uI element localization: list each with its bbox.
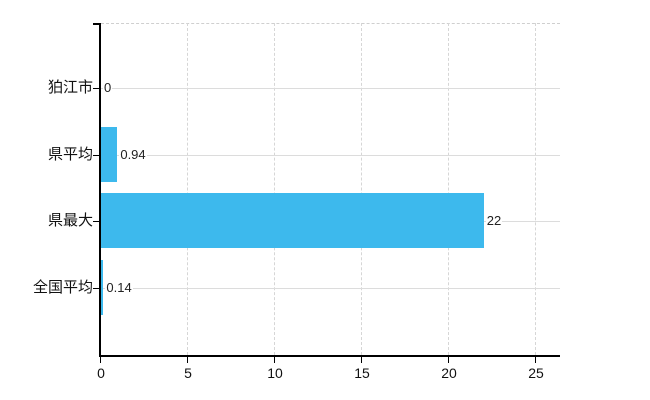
- v-gridline: [361, 23, 362, 355]
- bar-value-label: 0.14: [105, 280, 133, 296]
- x-tick-label: 20: [441, 365, 457, 381]
- bar-value-label: 22: [485, 213, 503, 229]
- x-tick-label: 25: [528, 365, 544, 381]
- x-tick-label: 15: [354, 365, 370, 381]
- x-tick-label: 5: [184, 365, 192, 381]
- bar: [101, 260, 103, 315]
- h-gridline: [101, 155, 560, 156]
- v-gridline: [274, 23, 275, 355]
- x-tick: [535, 357, 536, 363]
- category-label: 狛江市: [47, 79, 93, 96]
- v-gridline: [535, 23, 536, 355]
- x-tick: [448, 357, 449, 363]
- x-axis: [99, 355, 560, 357]
- plot-top-border: [101, 23, 560, 24]
- category-label: 全国平均: [32, 279, 93, 296]
- bar: [101, 193, 484, 248]
- h-gridline: [101, 288, 560, 289]
- y-axis: [99, 23, 101, 357]
- x-tick: [361, 357, 362, 363]
- y-tick: [93, 88, 101, 89]
- x-tick-label: 10: [267, 365, 283, 381]
- v-gridline: [187, 23, 188, 355]
- y-tick: [93, 221, 101, 222]
- y-tick: [93, 288, 101, 289]
- category-label: 県最大: [47, 212, 93, 229]
- bar: [101, 127, 117, 182]
- plot-area: [101, 23, 560, 355]
- v-gridline: [448, 23, 449, 355]
- x-tick-label: 0: [97, 365, 105, 381]
- y-axis-top-cap: [93, 23, 101, 25]
- bar-value-label: 0.94: [119, 147, 147, 163]
- x-tick: [100, 357, 101, 363]
- y-tick: [93, 155, 101, 156]
- x-tick: [274, 357, 275, 363]
- x-tick: [187, 357, 188, 363]
- bar-value-label: 0: [103, 80, 113, 96]
- category-label: 県平均: [47, 146, 93, 163]
- h-gridline: [101, 88, 560, 89]
